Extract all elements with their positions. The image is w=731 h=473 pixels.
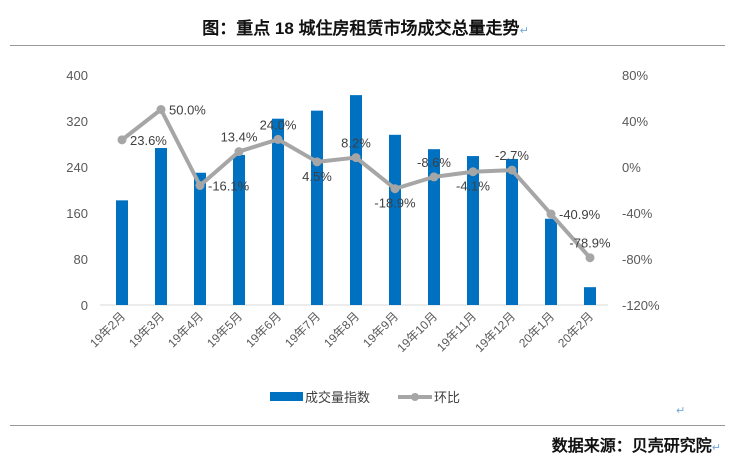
- legend-bar-swatch: [270, 392, 303, 401]
- left-axis-tick: 0: [81, 298, 88, 313]
- left-axis-tick: 320: [66, 114, 88, 129]
- data-label: -4.1%: [456, 179, 490, 194]
- x-axis-tick: 20年1月: [516, 309, 557, 350]
- data-label: -18.9%: [374, 196, 416, 211]
- bar: [116, 200, 128, 305]
- right-axis-tick: -40%: [622, 206, 653, 221]
- line-point: [429, 172, 439, 182]
- right-axis-tick: 40%: [622, 114, 648, 129]
- right-axis-tick: 80%: [622, 68, 648, 83]
- bar: [272, 118, 284, 305]
- right-axis-tick: 0%: [622, 160, 641, 175]
- bar: [389, 134, 401, 305]
- title-text: 图：重点 18 城住房租赁市场成交总量走势: [202, 19, 520, 38]
- bar: [584, 287, 596, 305]
- x-axis-tick: 19年6月: [243, 309, 284, 350]
- data-label: -2.7%: [495, 148, 529, 163]
- data-label: 8.2%: [341, 136, 371, 151]
- bar: [194, 172, 206, 305]
- top-divider: [10, 45, 725, 46]
- data-label: 13.4%: [221, 130, 258, 145]
- line-point: [546, 209, 556, 219]
- data-label: 50.0%: [169, 103, 206, 118]
- return-mark: ↵: [676, 405, 686, 417]
- x-axis-tick: 19年3月: [126, 309, 167, 350]
- data-label: -40.9%: [559, 207, 601, 222]
- x-axis-tick: 19年7月: [282, 309, 323, 350]
- bar: [233, 154, 245, 305]
- legend-bar-label: 成交量指数: [305, 390, 370, 405]
- source-text: 数据来源：贝壳研究院: [551, 438, 712, 455]
- line-point: [390, 184, 400, 194]
- bar: [467, 156, 479, 305]
- bar: [155, 148, 167, 305]
- right-axis-tick: -80%: [622, 252, 653, 267]
- legend-line-label: 环比: [434, 390, 460, 405]
- right-axis-tick: -120%: [622, 298, 660, 313]
- left-axis-tick: 400: [66, 68, 88, 83]
- x-axis-tick: 19年2月: [87, 309, 128, 350]
- x-axis-tick: 19年4月: [165, 309, 206, 350]
- line-point: [234, 147, 244, 157]
- x-axis-tick: 19年8月: [321, 309, 362, 350]
- bar: [506, 158, 518, 305]
- line-point: [312, 157, 322, 167]
- x-axis-tick: 19年11月: [434, 309, 479, 354]
- return-mark: ↵: [519, 25, 529, 37]
- bar: [545, 218, 557, 305]
- data-label: -78.9%: [569, 236, 611, 251]
- left-axis-tick: 240: [66, 160, 88, 175]
- data-label: -8.6%: [417, 155, 451, 170]
- left-axis-tick: 160: [66, 206, 88, 221]
- x-axis-tick: 19年12月: [472, 309, 518, 355]
- x-axis-tick: 19年5月: [204, 309, 245, 350]
- line-point: [195, 181, 205, 191]
- data-label: 23.6%: [130, 133, 167, 148]
- x-axis-tick: 20年2月: [555, 309, 596, 350]
- line-point: [351, 153, 361, 163]
- line-point: [273, 134, 283, 144]
- line-point: [585, 253, 595, 263]
- source-note: 数据来源：贝壳研究院↵: [552, 432, 721, 456]
- data-label: -16.1%: [208, 179, 250, 194]
- line-point: [468, 167, 478, 177]
- chart-title: 图：重点 18 城住房租赁市场成交总量走势↵: [0, 14, 731, 39]
- legend-line-marker: [411, 393, 419, 401]
- bar: [428, 149, 440, 305]
- return-mark: ↵: [711, 442, 721, 454]
- line-point: [156, 105, 166, 114]
- data-label: 4.5%: [302, 169, 332, 184]
- data-label: 24.0%: [260, 117, 297, 132]
- bar: [311, 110, 323, 306]
- left-axis-tick: 80: [74, 252, 88, 267]
- line-point: [117, 135, 127, 145]
- bottom-divider: [10, 425, 725, 426]
- x-axis-tick: 19年10月: [394, 309, 440, 355]
- line-point: [507, 165, 517, 175]
- bar: [350, 95, 362, 305]
